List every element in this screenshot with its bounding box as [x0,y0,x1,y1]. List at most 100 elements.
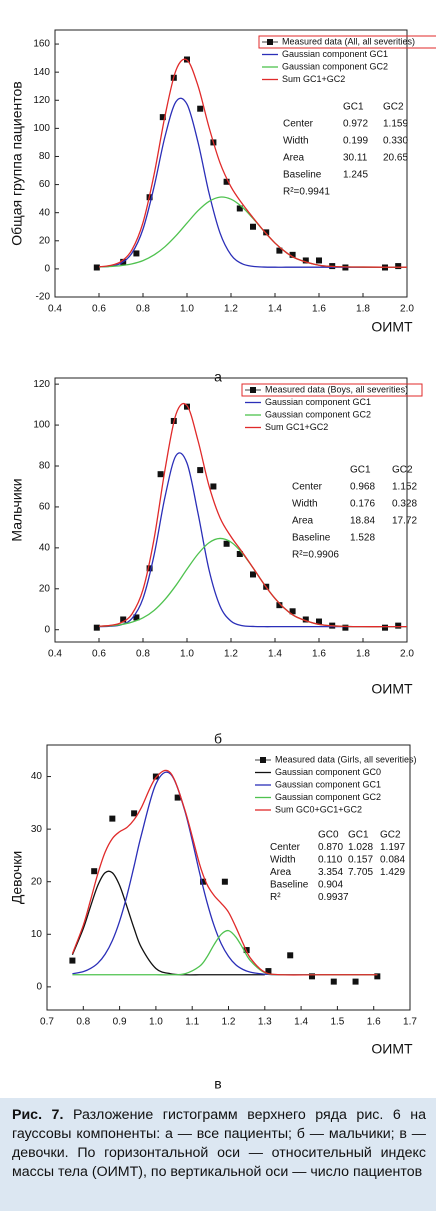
fit-curve [98,402,407,628]
y-tick-label: -20 [36,292,51,303]
table-cell: 1.528 [350,533,375,544]
data-point [197,467,204,474]
legend-label: Gaussian component GC1 [282,49,388,59]
legend-label: Sum GC0+GC1+GC2 [275,804,362,814]
data-point [223,540,230,547]
table-cell: Baseline [270,880,309,891]
x-tick-label: 1.2 [222,1017,236,1028]
data-point [395,263,402,270]
x-tick-label: 1.4 [268,304,282,315]
data-point [200,878,207,885]
table-cell: Area [283,153,305,164]
data-point [374,973,381,980]
y-tick-label: 80 [39,151,51,162]
data-point [382,624,388,631]
data-point [308,973,315,980]
data-point [243,947,250,954]
y-tick-label: 100 [33,420,50,431]
x-tick-label: 1.2 [224,649,238,660]
table-cell: 0.199 [343,136,368,147]
y-tick-label: 20 [39,235,51,246]
y-axis-label: Общая группа пациентов [9,81,25,245]
table-cell: 1.159 [383,119,408,130]
caption-text: Разложение гистограмм верхнего ряда рис.… [12,1107,426,1180]
table-cell: 0.176 [350,499,375,510]
table-cell: 7.705 [348,867,373,878]
legend-swatch [250,387,256,393]
panel-label: б [214,731,222,747]
x-tick-label: 0.6 [92,304,106,315]
table-cell: Center [270,842,301,853]
y-tick-label: 0 [36,982,42,993]
x-tick-label: 0.6 [92,649,106,660]
x-tick-label: 1.2 [224,304,238,315]
data-point [131,810,138,817]
fit-curve [98,452,407,628]
table-cell: 0.328 [392,499,417,510]
legend-label: Measured data (Girls, all severities) [275,754,417,764]
table-cell: 0.330 [383,136,408,147]
x-tick-label: 2.0 [400,649,414,660]
x-tick-label: 1.6 [312,649,326,660]
data-point [287,952,294,959]
data-point [133,614,140,621]
data-point [236,205,243,212]
legend-label: Sum GC1+GC2 [282,74,345,84]
y-tick-label: 20 [39,583,51,594]
table-cell: Width [292,499,318,510]
legend-label: Measured data (All, all severities) [282,36,415,46]
data-point [93,624,100,631]
x-axis-label: ОИМТ [371,319,413,335]
legend-label: Gaussian component GC1 [265,397,371,407]
table-cell: Width [270,855,296,866]
legend-label: Gaussian component GC0 [275,767,381,777]
table-cell: 17.72 [392,516,417,527]
data-point [69,957,76,964]
table-cell: 3.354 [318,867,343,878]
legend-label: Gaussian component GC2 [282,61,388,71]
y-tick-label: 100 [33,123,50,134]
x-tick-label: 1.6 [367,1017,381,1028]
table-header: GC2 [383,102,404,113]
x-tick-label: 1.4 [268,649,282,660]
table-header: GC2 [380,830,401,841]
data-point [157,471,164,478]
table-cell: 1.028 [348,842,373,853]
y-tick-label: 20 [31,876,43,887]
x-axis-label: ОИМТ [371,681,413,697]
table-cell: Center [292,482,323,493]
data-point [93,264,100,271]
table-cell: 1.197 [380,842,405,853]
legend-label: Measured data (Boys, all severities) [265,384,408,394]
caption: Рис. 7. Разложение гистограмм верхнего р… [0,1098,436,1211]
y-tick-label: 40 [39,543,51,554]
panel-label: в [214,1076,221,1092]
data-point [316,257,322,264]
table-cell: 0.870 [318,842,343,853]
fit-curve [71,870,265,976]
data-point [352,978,359,985]
x-tick-label: 1.8 [356,649,370,660]
x-tick-label: 0.4 [48,304,62,315]
table-cell: 0.968 [350,482,375,493]
y-axis-label: Мальчики [9,478,25,541]
table-cell: 1.429 [380,867,405,878]
y-axis-label: Девочки [9,851,25,904]
x-tick-label: 1.0 [180,649,194,660]
data-point [159,114,166,121]
data-point [276,602,283,609]
data-point [133,250,140,257]
data-point [236,551,243,557]
legend-swatch [267,39,273,45]
y-tick-label: 140 [33,67,50,78]
table-header: GC2 [392,465,413,476]
table-header: GC0 [318,830,339,841]
x-tick-label: 1.7 [403,1017,417,1028]
panel-label: а [214,369,222,385]
data-point [174,794,181,801]
table-cell: 0.904 [318,880,343,891]
caption-label: Рис. 7. [12,1107,64,1123]
data-point [302,616,309,623]
data-point [221,878,228,885]
x-tick-label: 2.0 [400,304,414,315]
